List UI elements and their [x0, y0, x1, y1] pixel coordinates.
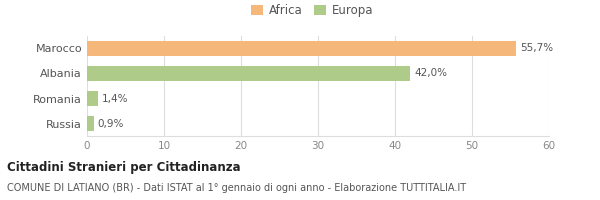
- Bar: [87, 91, 98, 106]
- Text: 0,9%: 0,9%: [98, 119, 124, 129]
- Bar: [87, 66, 410, 81]
- Text: 42,0%: 42,0%: [414, 68, 447, 78]
- Text: 55,7%: 55,7%: [520, 43, 553, 53]
- Text: COMUNE DI LATIANO (BR) - Dati ISTAT al 1° gennaio di ogni anno - Elaborazione TU: COMUNE DI LATIANO (BR) - Dati ISTAT al 1…: [7, 183, 466, 193]
- Legend: Africa, Europa: Africa, Europa: [251, 4, 373, 17]
- Bar: [87, 41, 516, 56]
- Text: 1,4%: 1,4%: [101, 94, 128, 104]
- Bar: [87, 116, 94, 131]
- Text: Cittadini Stranieri per Cittadinanza: Cittadini Stranieri per Cittadinanza: [7, 161, 241, 174]
